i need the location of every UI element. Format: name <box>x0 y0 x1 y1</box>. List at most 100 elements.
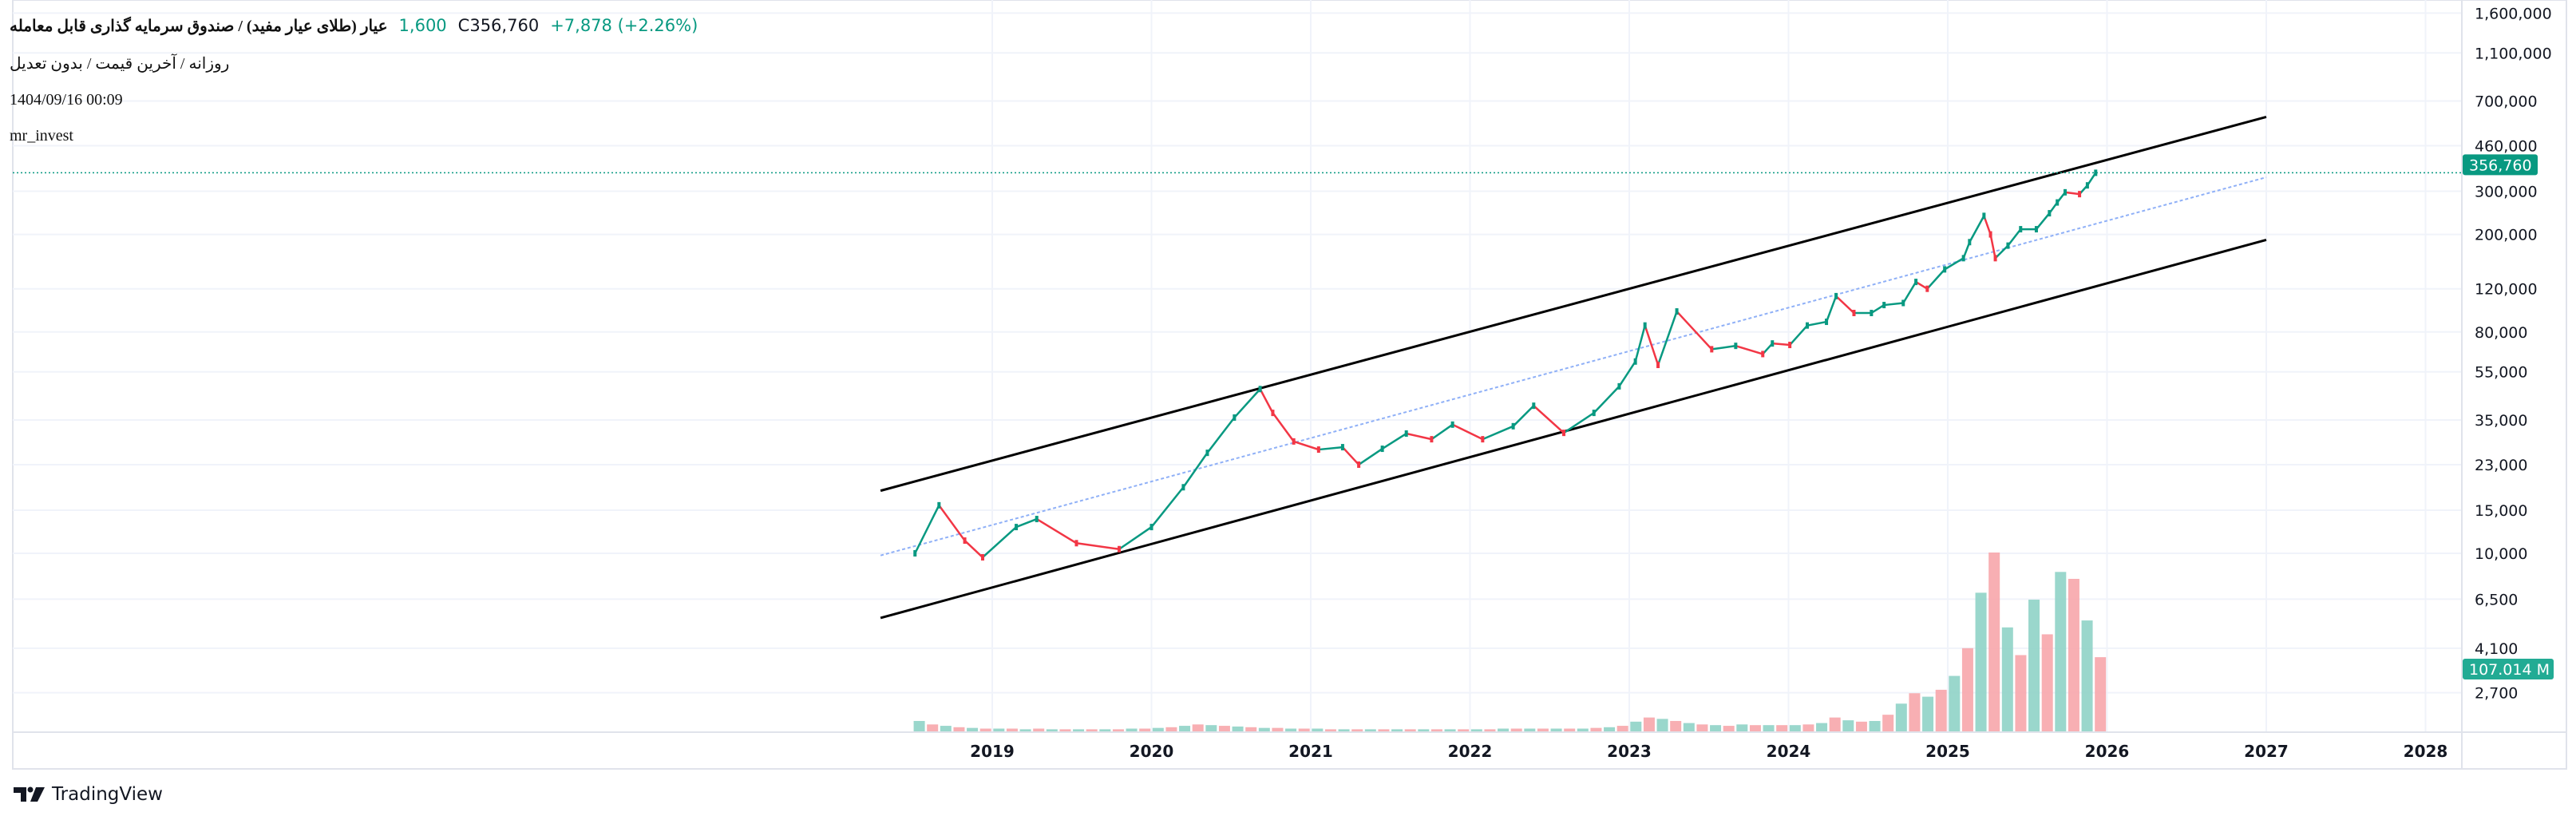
price-point <box>1450 421 1454 428</box>
volume-bar <box>967 727 979 731</box>
volume-bar <box>1550 728 1562 731</box>
volume-bar <box>1498 728 1510 731</box>
volume-bar <box>1418 729 1430 731</box>
price-segment <box>1341 446 1360 465</box>
price-point <box>1834 292 1838 299</box>
y-tick-label: 80,000 <box>2475 324 2527 342</box>
price-point <box>1617 382 1621 390</box>
price-point <box>1074 540 1078 547</box>
volume-bar <box>1683 723 1695 731</box>
y-tick-label: 4,100 <box>2475 640 2518 658</box>
price-point <box>1825 319 1829 326</box>
volume-bar <box>1710 725 1722 731</box>
x-tick-label: 2026 <box>2085 742 2130 761</box>
price-segment <box>1272 412 1295 442</box>
y-tick-label: 1,600,000 <box>2475 5 2552 22</box>
volume-tag-text: 107.014 M <box>2469 661 2550 679</box>
volume-bar <box>1458 729 1470 731</box>
price-point <box>963 537 967 545</box>
volume-bar <box>1298 728 1310 731</box>
volume-bars <box>913 553 2107 731</box>
x-tick-label: 2025 <box>1925 742 1970 761</box>
y-tick-label: 23,000 <box>2475 457 2527 474</box>
last-price-tag-text: 356,760 <box>2469 156 2532 174</box>
price-segment <box>1358 448 1383 465</box>
x-tick-label: 2027 <box>2244 742 2289 761</box>
volume-bar <box>1975 592 1987 731</box>
price-point <box>980 554 984 561</box>
volume-bar <box>2081 620 2093 731</box>
price-segment <box>1430 423 1454 441</box>
price-point <box>2085 182 2089 189</box>
channel-line-lower <box>880 238 2267 620</box>
price-segment <box>2007 228 2022 247</box>
volume-tag <box>2463 659 2554 679</box>
price-point <box>1562 430 1566 437</box>
volume-bar <box>927 724 939 731</box>
volume-bar <box>2028 600 2040 731</box>
volume-bar <box>1922 696 1934 731</box>
price-segment <box>1482 425 1514 441</box>
price-segment <box>1381 432 1407 450</box>
y-tick-label: 300,000 <box>2475 184 2538 201</box>
price-point <box>2048 210 2052 217</box>
price-segment <box>1452 423 1483 441</box>
price-segment <box>1944 257 1965 271</box>
price-point <box>1988 231 1992 238</box>
volume-bar <box>1749 725 1761 731</box>
price-segment <box>1015 517 1038 529</box>
volume-bar <box>979 728 991 731</box>
legend: عیار (طلای عیار مفید) / صندوق سرمایه گذا… <box>10 16 698 145</box>
volume-bar <box>2055 572 2067 731</box>
volume-bar <box>1364 729 1376 731</box>
price-segment <box>1994 244 2009 259</box>
price-segment <box>1676 311 1713 351</box>
volume-bar <box>1802 724 1814 731</box>
price-segment <box>1806 320 1827 327</box>
symbol-title[interactable]: عیار (طلای عیار مفید) / صندوق سرمایه گذا… <box>10 18 388 35</box>
volume-bar <box>1232 726 1244 731</box>
price-segment <box>1789 324 1808 346</box>
volume-bar <box>1192 724 1204 731</box>
price-segment <box>1318 446 1343 451</box>
volume-bar <box>1484 729 1496 731</box>
regression-channel[interactable] <box>880 115 2267 620</box>
y-tick-label: 15,000 <box>2475 502 2527 520</box>
y-tick-label: 10,000 <box>2475 545 2527 563</box>
price-segment <box>1182 452 1209 488</box>
volume-bar <box>1909 693 1921 731</box>
volume-bar <box>1126 728 1138 731</box>
price-point <box>1316 446 1320 454</box>
volume-bar <box>1723 726 1735 731</box>
price-point <box>1968 239 1972 246</box>
volume-bar <box>1855 721 1867 731</box>
price-point <box>1993 255 1997 262</box>
volume-bar <box>1524 728 1536 731</box>
volume-bar <box>1882 715 1894 731</box>
price-point <box>1181 484 1185 491</box>
tradingview-logo[interactable]: TradingView <box>14 784 163 805</box>
volume-bar <box>1258 727 1270 731</box>
channel-line-upper <box>880 115 2267 493</box>
price-segment <box>1656 311 1678 366</box>
price-segment <box>1989 234 1996 259</box>
volume-bar <box>1218 726 1230 731</box>
y-tick-label: 6,500 <box>2475 591 2518 608</box>
price-point <box>1205 450 1209 457</box>
volume-bar <box>1139 728 1151 731</box>
price-point <box>1943 266 1947 273</box>
price-segment <box>1902 281 1917 304</box>
volume-bar <box>1046 729 1058 731</box>
axes: 1,600,000 1,100,000 700,000 460,000 300,000 2… <box>970 5 2554 761</box>
price-segment <box>1293 440 1320 451</box>
price-point <box>1656 362 1660 369</box>
volume-bar <box>1099 729 1111 731</box>
volume-bar <box>1033 728 1045 731</box>
volume-bar <box>1073 729 1085 731</box>
volume-bar <box>1086 729 1098 731</box>
volume-bar <box>1112 729 1124 731</box>
volume-bar <box>1670 720 1682 731</box>
price-point <box>1710 346 1714 353</box>
volume-bar <box>1656 719 1668 731</box>
